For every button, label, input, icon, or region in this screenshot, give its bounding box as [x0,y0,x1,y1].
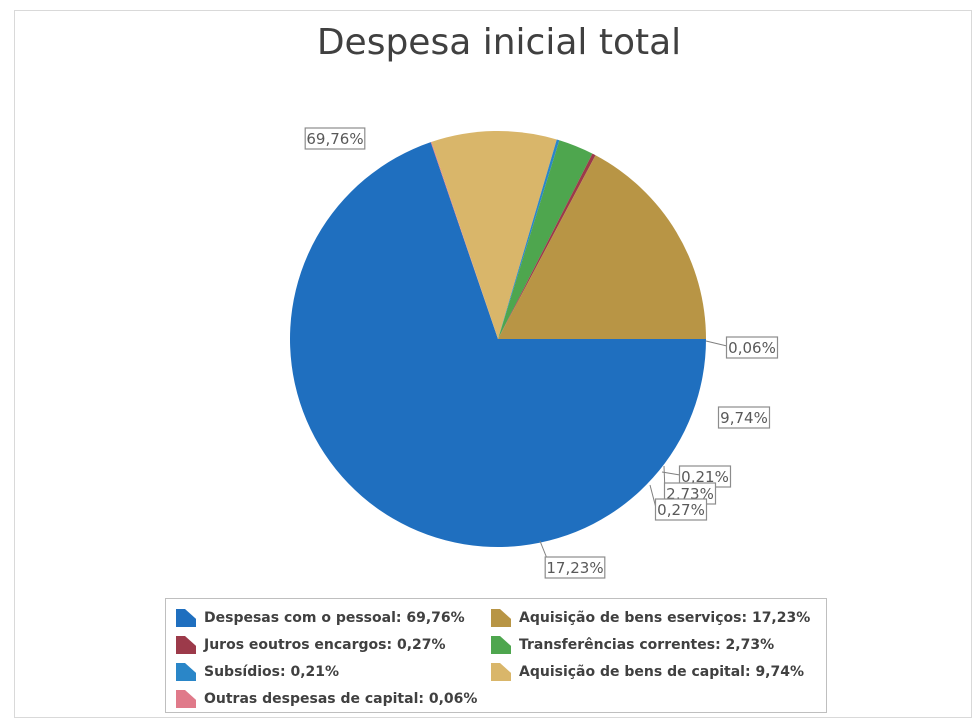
pie-slice-outras-despesas-de-capital [430,141,498,339]
legend-label: Subsídios: 0,21% [204,664,340,680]
data-label-box-juros-e-outros-encargos [654,498,708,521]
legend-item-transferencias-correntes: Transferências correntes: 2,73% [491,636,774,654]
legend-swatch-icon [176,690,196,708]
data-label-box-aquisicao-de-bens-e-servicos [544,556,606,579]
legend-label: Aquisição de bens eserviços: 17,23% [519,610,811,626]
data-label-despesas-com-o-pessoal: 69,76% [306,130,363,148]
legend-item-outras-despesas-de-capital: Outras despesas de capital: 0,06% [176,690,477,708]
pie-slice-aquisicao-de-bens-e-servicos [498,155,706,339]
leader-line-outras-despesas-de-capital [705,340,728,347]
legend-label: Despesas com o pessoal: 69,76% [204,610,465,626]
legend-swatch-icon [491,663,511,681]
chart-legend: Despesas com o pessoal: 69,76% Aquisição … [165,598,827,713]
legend-item-juros-e-outros-encargos: Juros eoutros encargos: 0,27% [176,636,446,654]
legend-label: Aquisição de bens de capital: 9,74% [519,664,805,680]
pie-slice-transferencias-correntes [498,140,593,339]
data-label-aquisicao-de-bens-e-servicos: 17,23% [546,559,603,577]
legend-label: Transferências correntes: 2,73% [519,637,775,653]
legend-item-aquisicao-de-bens-e-servicos: Aquisição de bens eserviços: 17,23% [491,609,810,627]
pie-slice-aquisicao-de-bens-de-capital [431,131,557,339]
legend-swatch-icon [176,636,196,654]
legend-swatch-icon [176,663,196,681]
data-label-box-aquisicao-de-bens-de-capital [717,406,771,429]
data-label-box-despesas-com-o-pessoal [304,127,366,150]
legend-item-subsidios: Subsídios: 0,21% [176,663,339,681]
legend-item-despesas-com-o-pessoal: Despesas com o pessoal: 69,76% [176,609,465,627]
data-label-juros-e-outros-encargos: 0,27% [657,501,705,519]
pie-slice-juros-e-outros-encargos [498,153,596,339]
legend-item-aquisicao-de-bens-de-capital: Aquisição de bens de capital: 9,74% [491,663,804,681]
pie-slice-subsidios [498,139,560,339]
data-label-box-outras-despesas-de-capital [725,336,779,359]
pie-slice-despesas-com-o-pessoal [290,142,706,547]
legend-label: Outras despesas de capital: 0,06% [204,691,478,707]
chart-title: Despesa inicial total [316,22,682,63]
legend-label: Juros eoutros encargos: 0,27% [204,637,446,653]
legend-swatch-icon [491,609,511,627]
leader-line-subsidios [661,471,681,476]
data-label-aquisicao-de-bens-de-capital: 9,74% [720,409,768,427]
legend-swatch-icon [176,609,196,627]
data-label-outras-despesas-de-capital: 0,06% [728,339,776,357]
data-label-subsidios: 0,21% [681,468,729,486]
legend-swatch-icon [491,636,511,654]
